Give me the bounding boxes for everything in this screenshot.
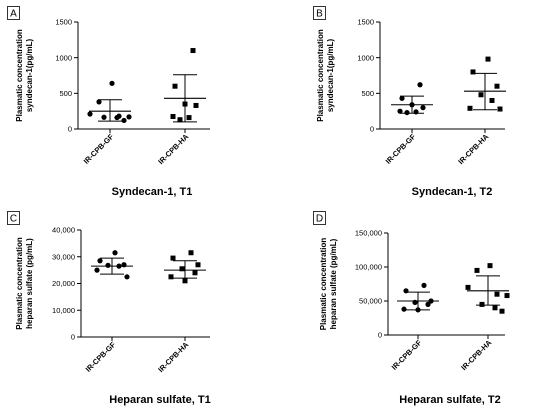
data-point — [97, 258, 103, 264]
y-axis-label: Plasmatic concentration — [319, 238, 328, 331]
data-point — [465, 284, 471, 290]
y-axis-label: syndecan-1(pg/mL) — [25, 38, 34, 112]
y-tick-label: 10,000 — [52, 306, 75, 315]
chart-panel-d: D 0 50,000 100,000 150,000 Plasmatic concentr… — [313, 211, 510, 406]
y-tick-label: 0 — [370, 125, 374, 134]
data-point — [170, 255, 176, 261]
data-point — [485, 56, 491, 62]
panel-label: D — [316, 214, 323, 225]
data-point — [168, 274, 174, 280]
x-category-label: IR-CPB-HA — [459, 338, 493, 372]
data-point — [192, 270, 198, 276]
y-tick-label: 1500 — [357, 18, 374, 27]
x-category-label: IR-CPB-HA — [156, 340, 190, 374]
y-tick-label: 20,000 — [52, 279, 75, 288]
x-category-label: IR-CPB-HA — [456, 132, 490, 166]
data-point — [421, 282, 427, 288]
chart-title: Heparan sulfate, T1 — [109, 394, 210, 406]
panel-label-box — [313, 6, 326, 20]
y-tick-label: 30,000 — [52, 252, 75, 261]
data-point — [182, 278, 188, 284]
data-point — [193, 102, 199, 108]
data-point — [404, 109, 410, 116]
y-tick-label: 50,000 — [359, 297, 382, 306]
chart-panel-a: A 0 500 1000 1500 Plasmatic concentration synd… — [7, 6, 210, 198]
data-point — [112, 250, 118, 256]
chart-panel-b: B 0 500 1000 1500 Plasmatic concentration synd… — [313, 6, 506, 198]
data-point — [470, 69, 476, 75]
data-point — [497, 106, 503, 112]
data-point — [87, 111, 93, 117]
y-tick-label: 1000 — [55, 53, 72, 62]
y-tick-label: 1000 — [357, 53, 374, 62]
data-point — [109, 80, 115, 86]
data-point — [399, 95, 405, 101]
data-point — [417, 82, 423, 88]
data-point — [186, 115, 192, 121]
data-point — [401, 306, 407, 312]
y-axis-label: syndecan-1(pg/mL) — [326, 38, 335, 112]
data-point — [478, 92, 484, 98]
data-point — [397, 108, 403, 114]
y-tick-label: 1500 — [55, 18, 72, 27]
data-point — [492, 305, 498, 311]
panel-label-box — [313, 211, 326, 225]
y-axis-label: Plasmatic concentration — [15, 29, 24, 122]
chart-title: Syndecan-1, T2 — [412, 186, 493, 198]
y-tick-label: 500 — [59, 89, 72, 98]
data-point — [420, 105, 426, 111]
y-axis-label: heparan sulfate (pg/mL) — [25, 238, 34, 329]
chart-title: Syndecan-1, T1 — [112, 186, 193, 198]
data-point — [499, 308, 505, 314]
data-point — [105, 262, 111, 268]
data-point — [467, 105, 473, 111]
y-tick-label: 40,000 — [52, 226, 75, 235]
data-point — [121, 117, 127, 124]
data-point — [494, 291, 500, 297]
data-point — [195, 262, 201, 268]
y-tick-label: 500 — [361, 89, 374, 98]
data-point — [179, 266, 185, 272]
data-point — [94, 267, 100, 273]
y-axis-label: heparan sulfate (pg/mL) — [329, 238, 338, 329]
data-point — [504, 293, 510, 299]
data-point — [489, 97, 495, 103]
x-category-label: IR-CPB-GF — [384, 132, 418, 166]
x-category-label: IR-CPB-GF — [390, 338, 424, 372]
panel-label-box — [7, 6, 20, 20]
data-point — [479, 301, 485, 307]
y-tick-label: 0 — [71, 333, 75, 342]
x-category-label: IR-CPB-GF — [84, 340, 118, 374]
y-axis-label: Plasmatic concentration — [316, 29, 325, 122]
panel-label: B — [316, 9, 323, 20]
panel-label: A — [10, 9, 17, 20]
panel-label: C — [10, 214, 17, 225]
panel-label-box — [7, 211, 20, 225]
data-point — [101, 114, 107, 120]
data-point — [177, 117, 183, 123]
chart-panel-c: C 0 10,000 20,000 30,000 40,000 Plasmatic conc… — [7, 211, 211, 406]
x-category-label: IR-CPB-HA — [156, 132, 190, 166]
y-tick-label: 150,000 — [355, 229, 382, 238]
data-point — [172, 83, 178, 89]
data-point — [425, 301, 431, 307]
data-point — [474, 267, 480, 273]
data-point — [190, 48, 196, 54]
chart-title: Heparan sulfate, T2 — [399, 394, 500, 406]
data-point — [188, 250, 194, 256]
data-point — [487, 263, 493, 269]
x-category-label: IR-CPB-GF — [82, 132, 116, 166]
data-point — [494, 83, 500, 89]
y-tick-label: 0 — [378, 331, 382, 340]
y-axis-label: Plasmatic concentration — [15, 237, 24, 330]
data-point — [170, 114, 176, 120]
data-point — [114, 114, 120, 121]
y-tick-label: 0 — [68, 125, 72, 134]
y-tick-label: 100,000 — [355, 263, 382, 272]
data-point — [126, 114, 132, 120]
data-point — [124, 274, 130, 280]
data-point — [96, 99, 102, 105]
